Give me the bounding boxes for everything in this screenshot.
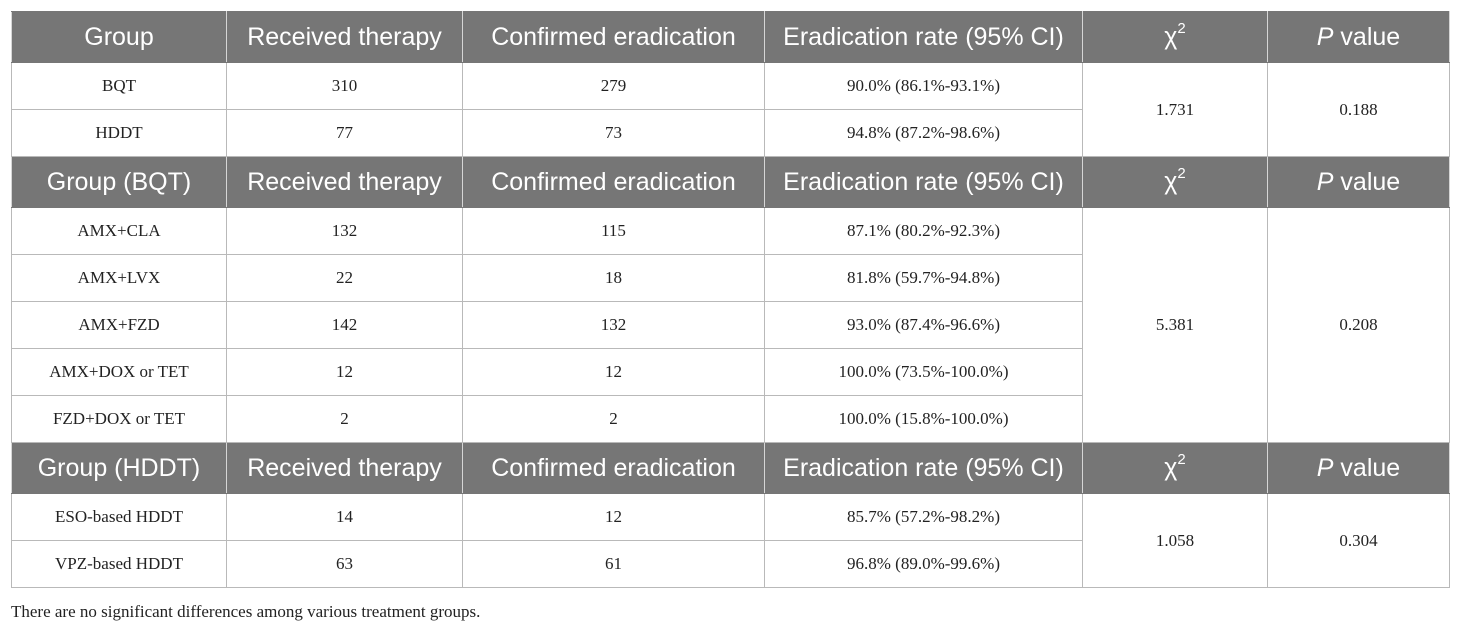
header-eradication-rate: Eradication rate (95% CI) (764, 156, 1083, 208)
p-rest: value (1333, 453, 1401, 482)
header-received-therapy: Received therapy (226, 156, 463, 208)
header-group: Group (11, 11, 227, 63)
cell-rate: 100.0% (15.8%-100.0%) (764, 395, 1083, 443)
cell-p-value: 0.188 (1267, 62, 1450, 157)
p-italic: P (1316, 22, 1334, 51)
cell-received: 132 (226, 207, 463, 255)
header-eradication-rate: Eradication rate (95% CI) (764, 442, 1083, 494)
chi-symbol: χ (1164, 22, 1178, 51)
cell-p-value: 0.304 (1267, 493, 1450, 588)
header-row-overall: Group Received therapy Confirmed eradica… (11, 11, 1450, 63)
eradication-results-table: Group Received therapy Confirmed eradica… (11, 11, 1450, 588)
chi-symbol: χ (1164, 453, 1178, 482)
cell-rate: 85.7% (57.2%-98.2%) (764, 493, 1083, 541)
header-confirmed-eradication: Confirmed eradication (462, 442, 765, 494)
cell-chi-square: 5.381 (1082, 207, 1268, 443)
cell-confirmed: 132 (462, 301, 765, 349)
cell-received: 12 (226, 348, 463, 396)
table-row: ESO-based HDDT 14 12 85.7% (57.2%-98.2%)… (11, 493, 1450, 588)
cell-confirmed: 279 (462, 62, 765, 110)
cell-group: BQT (11, 62, 227, 110)
p-rest: value (1333, 167, 1401, 196)
cell-rate: 87.1% (80.2%-92.3%) (764, 207, 1083, 255)
cell-group: VPZ-based HDDT (11, 540, 227, 588)
p-italic: P (1316, 453, 1334, 482)
header-group: Group (HDDT) (11, 442, 227, 494)
header-eradication-rate: Eradication rate (95% CI) (764, 11, 1083, 63)
header-confirmed-eradication: Confirmed eradication (462, 11, 765, 63)
cell-received: 77 (226, 109, 463, 157)
cell-rate: 96.8% (89.0%-99.6%) (764, 540, 1083, 588)
cell-rate: 81.8% (59.7%-94.8%) (764, 254, 1083, 302)
table-row: FZD+DOX or TET 2 2 100.0% (15.8%-100.0%) (11, 395, 1450, 443)
header-chi-square: χ2 (1082, 442, 1268, 494)
header-group: Group (BQT) (11, 156, 227, 208)
p-rest: value (1333, 22, 1401, 51)
cell-group: AMX+DOX or TET (11, 348, 227, 396)
table-row: AMX+DOX or TET 12 12 100.0% (73.5%-100.0… (11, 348, 1450, 396)
header-p-value: P value (1267, 442, 1450, 494)
cell-received: 14 (226, 493, 463, 541)
table-row: AMX+FZD 142 132 93.0% (87.4%-96.6%) (11, 301, 1450, 349)
cell-confirmed: 73 (462, 109, 765, 157)
cell-rate: 94.8% (87.2%-98.6%) (764, 109, 1083, 157)
cell-confirmed: 12 (462, 493, 765, 541)
cell-group: AMX+CLA (11, 207, 227, 255)
cell-confirmed: 115 (462, 207, 765, 255)
header-received-therapy: Received therapy (226, 442, 463, 494)
cell-group: HDDT (11, 109, 227, 157)
header-row-hddt: Group (HDDT) Received therapy Confirmed … (11, 442, 1450, 494)
cell-confirmed: 12 (462, 348, 765, 396)
header-p-value: P value (1267, 11, 1450, 63)
cell-group: AMX+FZD (11, 301, 227, 349)
cell-rate: 93.0% (87.4%-96.6%) (764, 301, 1083, 349)
cell-received: 22 (226, 254, 463, 302)
results-table-container: Group Received therapy Confirmed eradica… (11, 11, 1450, 588)
cell-received: 142 (226, 301, 463, 349)
cell-chi-square: 1.058 (1082, 493, 1268, 588)
cell-group: FZD+DOX or TET (11, 395, 227, 443)
header-chi-square: χ2 (1082, 11, 1268, 63)
header-p-value: P value (1267, 156, 1450, 208)
cell-rate: 90.0% (86.1%-93.1%) (764, 62, 1083, 110)
cell-confirmed: 2 (462, 395, 765, 443)
table-row: HDDT 77 73 94.8% (87.2%-98.6%) (11, 109, 1450, 157)
chi-symbol: χ (1164, 167, 1178, 196)
cell-rate: 100.0% (73.5%-100.0%) (764, 348, 1083, 396)
table-row: BQT 310 279 90.0% (86.1%-93.1%) 1.731 0.… (11, 62, 1450, 157)
table-row: AMX+CLA 132 115 87.1% (80.2%-92.3%) 5.38… (11, 207, 1450, 443)
cell-group: ESO-based HDDT (11, 493, 227, 541)
p-italic: P (1316, 167, 1334, 196)
header-confirmed-eradication: Confirmed eradication (462, 156, 765, 208)
cell-p-value: 0.208 (1267, 207, 1450, 443)
table-row: AMX+LVX 22 18 81.8% (59.7%-94.8%) (11, 254, 1450, 302)
cell-group: AMX+LVX (11, 254, 227, 302)
header-chi-square: χ2 (1082, 156, 1268, 208)
chi-superscript: 2 (1177, 451, 1186, 469)
cell-received: 63 (226, 540, 463, 588)
chi-superscript: 2 (1177, 20, 1186, 38)
cell-chi-square: 1.731 (1082, 62, 1268, 157)
table-footnote: There are no significant differences amo… (11, 602, 481, 621)
cell-confirmed: 61 (462, 540, 765, 588)
chi-superscript: 2 (1177, 165, 1186, 183)
cell-received: 310 (226, 62, 463, 110)
table-row: VPZ-based HDDT 63 61 96.8% (89.0%-99.6%) (11, 540, 1450, 588)
cell-confirmed: 18 (462, 254, 765, 302)
header-row-bqt: Group (BQT) Received therapy Confirmed e… (11, 156, 1450, 208)
cell-received: 2 (226, 395, 463, 443)
header-received-therapy: Received therapy (226, 11, 463, 63)
